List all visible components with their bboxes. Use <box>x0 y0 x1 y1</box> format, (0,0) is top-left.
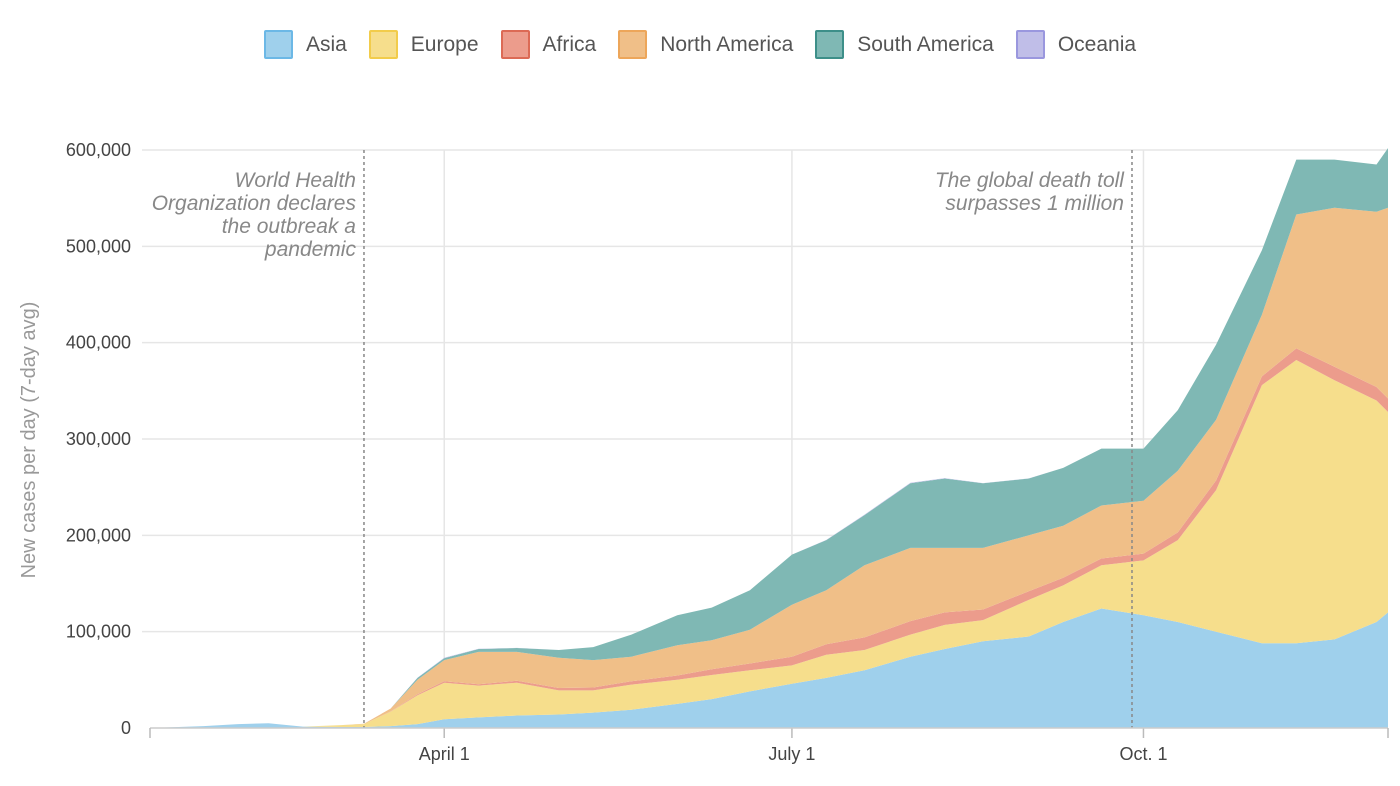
legend-label: Africa <box>542 32 597 56</box>
area-north-america <box>150 207 1388 729</box>
y-tick-label: 400,000 <box>66 333 131 353</box>
area-europe <box>150 360 1388 728</box>
legend-swatch <box>263 30 293 59</box>
legend-label: North America <box>660 32 794 56</box>
annotation-text: Organization declares <box>152 192 357 215</box>
y-axis-label: New cases per day (7-day avg) <box>18 302 40 579</box>
legend-item-south-america[interactable]: South America <box>815 30 994 59</box>
legend-label: Oceania <box>1057 32 1137 56</box>
x-tick-label: July 1 <box>768 744 815 764</box>
annotation-text: pandemic <box>264 238 357 261</box>
legend-item-asia[interactable]: Asia <box>263 30 347 59</box>
annotation-text: World Health <box>235 169 356 192</box>
annotation-text: The global death toll <box>935 169 1125 192</box>
y-tick-label: 500,000 <box>66 236 131 256</box>
legend-swatch <box>500 30 530 59</box>
annotation-text: surpasses 1 million <box>945 192 1124 215</box>
legend-swatch <box>368 30 398 59</box>
legend-label: South America <box>857 32 994 56</box>
legend-swatch <box>815 30 845 59</box>
legend-item-africa[interactable]: Africa <box>500 30 597 59</box>
legend-swatch <box>1015 30 1045 59</box>
x-tick-label: Oct. 1 <box>1119 744 1167 764</box>
legend-item-europe[interactable]: Europe <box>368 30 479 59</box>
legend-label: Europe <box>410 32 479 56</box>
y-tick-label: 0 <box>121 718 131 738</box>
annotation-text: the outbreak a <box>222 215 356 238</box>
area-asia <box>150 608 1388 728</box>
x-tick-label: April 1 <box>419 744 470 764</box>
y-tick-label: 100,000 <box>66 622 131 642</box>
legend-item-oceania[interactable]: Oceania <box>1015 30 1137 59</box>
legend: Asia Europe Africa North America South Ameri… <box>0 30 1400 59</box>
legend-swatch <box>618 30 648 59</box>
legend-label: Asia <box>305 32 347 56</box>
legend-item-north-america[interactable]: North America <box>618 30 793 59</box>
y-tick-label: 600,000 <box>66 140 131 160</box>
y-tick-label: 300,000 <box>66 429 131 449</box>
area-south-america <box>150 148 1388 729</box>
y-tick-label: 200,000 <box>66 525 131 545</box>
